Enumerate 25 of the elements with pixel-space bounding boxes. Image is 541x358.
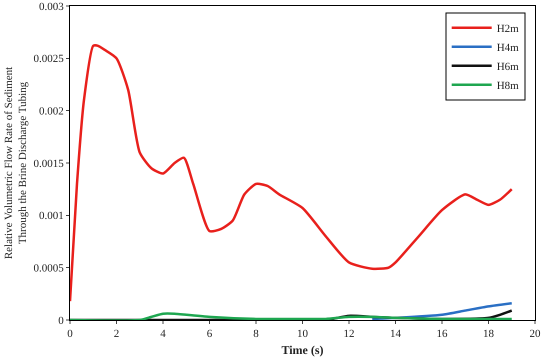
x-tick-label: 12 xyxy=(344,328,354,340)
legend-label: H4m xyxy=(496,42,520,54)
y-tick-label: 0.0005 xyxy=(34,262,64,275)
y-tick-label: 0.002 xyxy=(39,106,64,118)
x-tick-label: 0 xyxy=(67,328,74,340)
x-tick-label: 8 xyxy=(253,328,260,340)
x-tick-label: 18 xyxy=(483,328,494,340)
x-axis-title: Time (s) xyxy=(281,343,324,358)
y-tick-label: 0.003 xyxy=(39,0,64,13)
x-tick-label: 16 xyxy=(436,328,448,340)
y-tick-label: 0.0015 xyxy=(34,158,64,170)
x-tick-label: 14 xyxy=(390,328,402,340)
legend-label: H6m xyxy=(496,61,520,74)
legend-label: H2m xyxy=(496,23,520,36)
y-tick-label: 0.0025 xyxy=(34,53,64,66)
x-tick-label: 10 xyxy=(297,328,308,340)
y-axis-title: Relative Volumetric Flow Rate of Sediment Through the Brine Discharge Tubing xyxy=(2,66,30,260)
x-tick-label: 6 xyxy=(206,328,213,340)
x-tick-label: 2 xyxy=(114,328,120,340)
x-tick-label: 4 xyxy=(160,328,166,340)
y-tick-label: 0 xyxy=(58,314,64,327)
x-tick-label: 20 xyxy=(530,328,541,340)
y-tick-label: 0.001 xyxy=(39,210,64,222)
legend-label: H8m xyxy=(496,80,520,92)
line-series xyxy=(70,312,513,320)
